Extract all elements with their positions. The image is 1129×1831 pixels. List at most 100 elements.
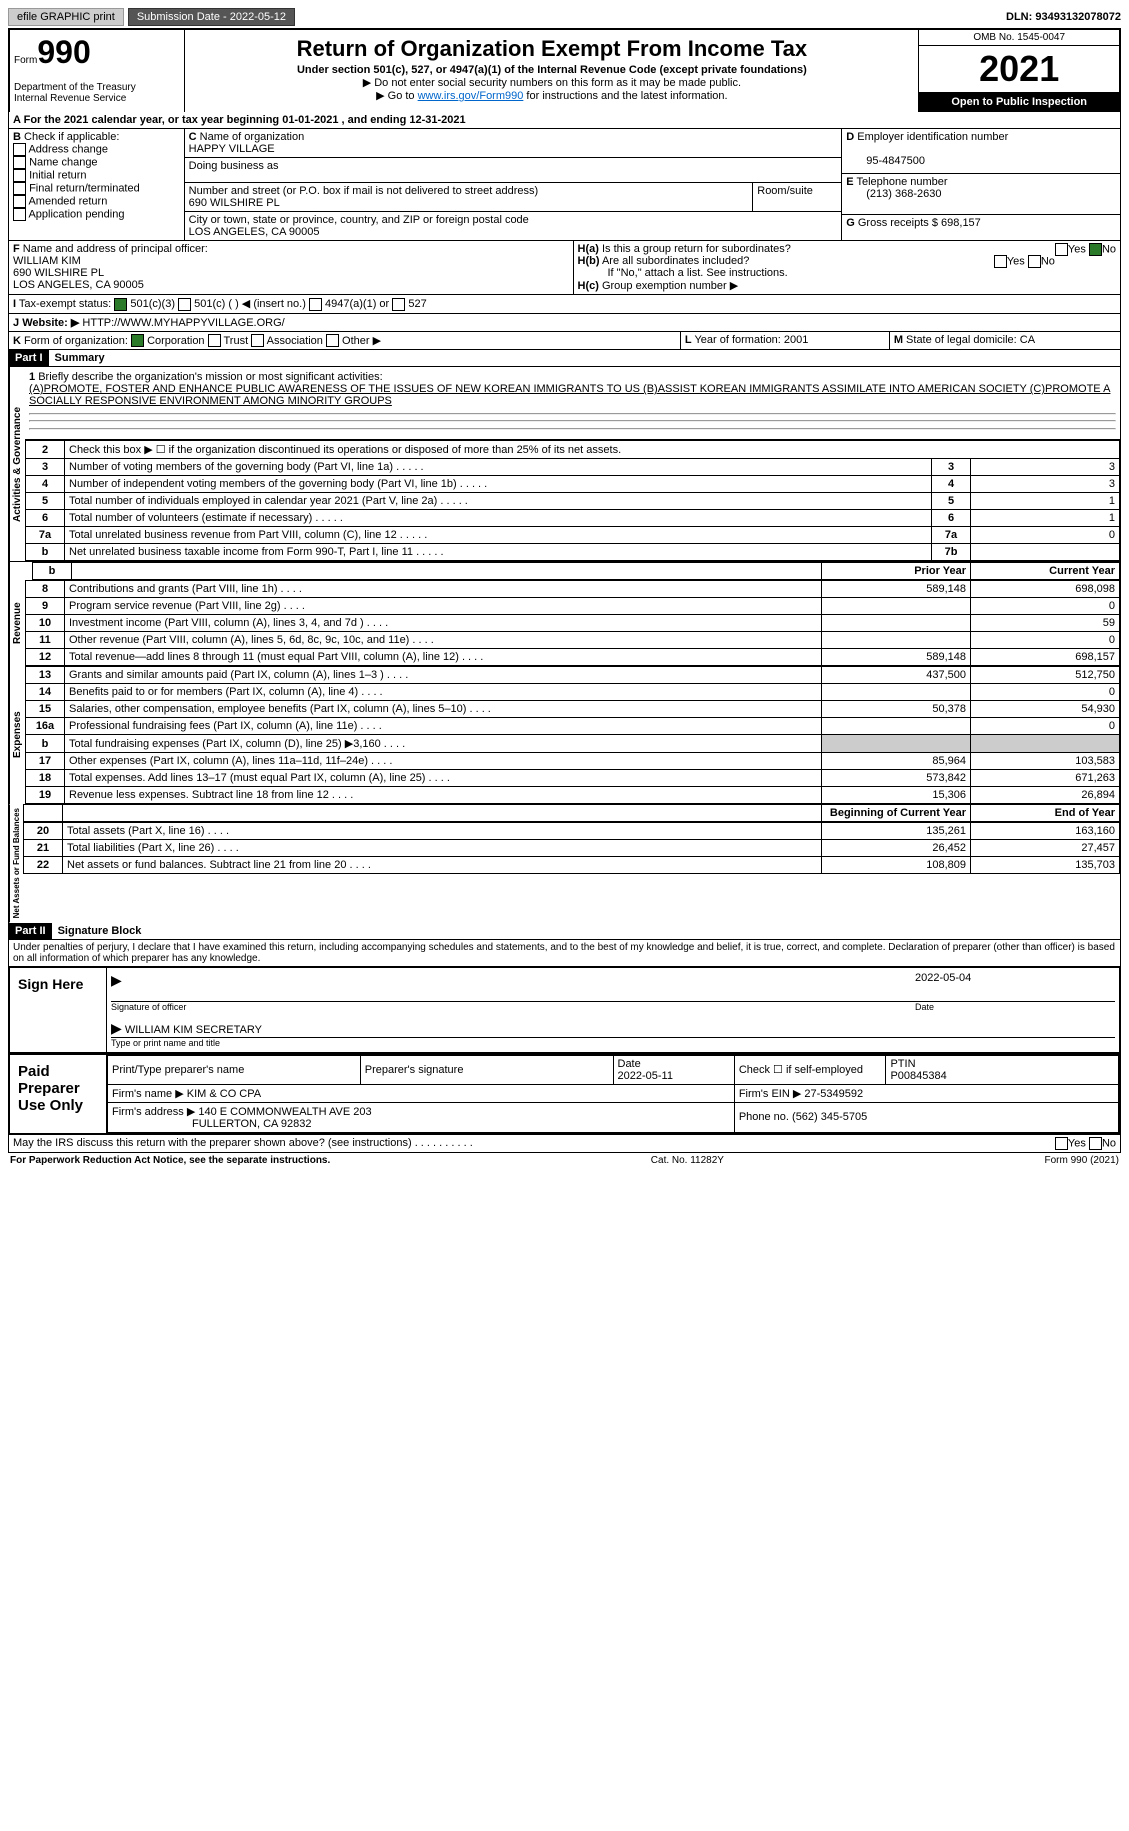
year-formation-label: Year of formation: xyxy=(694,334,780,346)
footer-left: For Paperwork Reduction Act Notice, see … xyxy=(10,1155,330,1166)
omb-number: OMB No. 1545-0047 xyxy=(919,30,1119,46)
org-name: HAPPY VILLAGE xyxy=(189,143,275,155)
sig-officer-label: Signature of officer xyxy=(111,1002,915,1012)
prep-self-emp: Check ☐ if self-employed xyxy=(734,1055,886,1084)
part2-title: Signature Block xyxy=(52,923,148,939)
state-label: State of legal domicile: xyxy=(906,334,1017,346)
submission-date: Submission Date - 2022-05-12 xyxy=(128,8,295,26)
city-label: City or town, state or province, country… xyxy=(189,214,529,226)
rev-label: Revenue xyxy=(9,580,25,666)
hb-label: Are all subordinates included? xyxy=(602,255,749,267)
ck-assoc[interactable] xyxy=(251,334,264,347)
ck-501c[interactable] xyxy=(178,298,191,311)
discuss-label: May the IRS discuss this return with the… xyxy=(13,1137,412,1149)
ck-other[interactable] xyxy=(326,334,339,347)
open-inspection: Open to Public Inspection xyxy=(919,92,1119,112)
check-pending[interactable] xyxy=(13,208,26,221)
declaration: Under penalties of perjury, I declare th… xyxy=(8,940,1121,967)
hb-no[interactable] xyxy=(1028,255,1041,268)
mission-text: (A)PROMOTE, FOSTER AND ENHANCE PUBLIC AW… xyxy=(29,383,1110,407)
form-title: Return of Organization Exempt From Incom… xyxy=(189,36,914,62)
officer-label: Name and address of principal officer: xyxy=(23,243,208,255)
exp-label: Expenses xyxy=(9,666,25,804)
note-goto: ▶ Go to xyxy=(376,90,417,102)
discuss-yes[interactable] xyxy=(1055,1137,1068,1150)
tax-year: 2021 xyxy=(919,46,1119,92)
dept-label: Department of the Treasury xyxy=(14,82,136,93)
ck-527[interactable] xyxy=(392,298,405,311)
gross-value: 698,157 xyxy=(941,217,981,229)
check-applicable: Check if applicable: xyxy=(24,131,119,143)
org-address: 690 WILSHIRE PL xyxy=(189,197,280,209)
governance-table: 2Check this box ▶ ☐ if the organization … xyxy=(25,440,1120,561)
ck-4947[interactable] xyxy=(309,298,322,311)
website-value: HTTP://WWW.MYHAPPYVILLAGE.ORG/ xyxy=(82,317,284,329)
officer-addr: 690 WILSHIRE PL xyxy=(13,267,104,279)
end-year-header: End of Year xyxy=(971,805,1120,822)
firm-city: FULLERTON, CA 92832 xyxy=(112,1118,311,1130)
begin-year-header: Beginning of Current Year xyxy=(822,805,971,822)
gross-label: Gross receipts $ xyxy=(858,217,938,229)
year-formation: 2001 xyxy=(784,334,808,346)
phone-label: Telephone number xyxy=(856,176,947,188)
check-final[interactable] xyxy=(13,182,26,195)
discuss-no[interactable] xyxy=(1089,1137,1102,1150)
ein-label: Employer identification number xyxy=(857,131,1008,143)
ein-value: 95-4847500 xyxy=(846,155,925,167)
net-assets-table: 20Total assets (Part X, line 16) . . . .… xyxy=(23,822,1120,874)
top-toolbar: efile GRAPHIC print Submission Date - 20… xyxy=(8,8,1121,26)
addr-label: Number and street (or P.O. box if mail i… xyxy=(189,185,539,197)
sign-here-label: Sign Here xyxy=(10,968,107,1052)
signer-name: WILLIAM KIM SECRETARY xyxy=(125,1024,262,1036)
dln: DLN: 93493132078072 xyxy=(1006,11,1121,23)
hb-note: If "No," attach a list. See instructions… xyxy=(578,267,788,279)
net-label: Net Assets or Fund Balances xyxy=(9,804,23,922)
ck-trust[interactable] xyxy=(208,334,221,347)
note-ssn: ▶ Do not enter social security numbers o… xyxy=(189,76,914,89)
officer-city: LOS ANGELES, CA 90005 xyxy=(13,279,144,291)
room-label: Room/suite xyxy=(752,183,841,211)
check-amended[interactable] xyxy=(13,195,26,208)
firm-addr: 140 E COMMONWEALTH AVE 203 xyxy=(198,1106,371,1118)
hb-yes[interactable] xyxy=(994,255,1007,268)
firm-phone: (562) 345-5705 xyxy=(792,1111,867,1123)
prior-year-header: Prior Year xyxy=(822,563,971,580)
part1-header: Part I xyxy=(9,350,49,366)
gov-label: Activities & Governance xyxy=(9,367,25,561)
ck-501c3[interactable] xyxy=(114,298,127,311)
part1-title: Summary xyxy=(49,350,111,366)
state-value: CA xyxy=(1020,334,1035,346)
ck-corp[interactable] xyxy=(131,334,144,347)
note-goto-2: for instructions and the latest informat… xyxy=(523,90,727,102)
prep-ptin: P00845384 xyxy=(890,1070,946,1082)
org-name-label: Name of organization xyxy=(200,131,305,143)
ha-no[interactable] xyxy=(1089,243,1102,256)
signer-name-label: Type or print name and title xyxy=(111,1038,1115,1048)
form-header: Form990 Department of the Treasury Inter… xyxy=(8,28,1121,112)
form-org-label: Form of organization: xyxy=(24,335,128,347)
irs-link[interactable]: www.irs.gov/Form990 xyxy=(418,90,524,102)
section-b-to-g: B Check if applicable: Address change Na… xyxy=(8,129,1121,241)
part2-header: Part II xyxy=(9,923,52,939)
prep-name-hdr: Print/Type preparer's name xyxy=(108,1055,361,1084)
check-address[interactable] xyxy=(13,143,26,156)
prep-date: 2022-05-11 xyxy=(618,1070,673,1082)
expenses-table: 13Grants and similar amounts paid (Part … xyxy=(25,666,1120,804)
dba-label: Doing business as xyxy=(185,158,842,183)
form-subtitle: Under section 501(c), 527, or 4947(a)(1)… xyxy=(189,64,914,76)
phone-value: (213) 368-2630 xyxy=(846,188,941,200)
footer-mid: Cat. No. 11282Y xyxy=(651,1155,724,1166)
ha-yes[interactable] xyxy=(1055,243,1068,256)
sign-date: 2022-05-04 xyxy=(915,972,1115,1002)
firm-ein: 27-5349592 xyxy=(804,1088,863,1100)
form-number: 990 xyxy=(37,34,90,70)
prep-sig-hdr: Preparer's signature xyxy=(360,1055,613,1084)
line-a: A For the 2021 calendar year, or tax yea… xyxy=(9,112,1120,128)
mission-label: Briefly describe the organization's miss… xyxy=(38,371,382,383)
check-initial[interactable] xyxy=(13,169,26,182)
form-label: Form xyxy=(14,55,37,66)
check-name[interactable] xyxy=(13,156,26,169)
officer-name: WILLIAM KIM xyxy=(13,255,81,267)
efile-button[interactable]: efile GRAPHIC print xyxy=(8,8,124,26)
revenue-table: 8Contributions and grants (Part VIII, li… xyxy=(25,580,1120,666)
